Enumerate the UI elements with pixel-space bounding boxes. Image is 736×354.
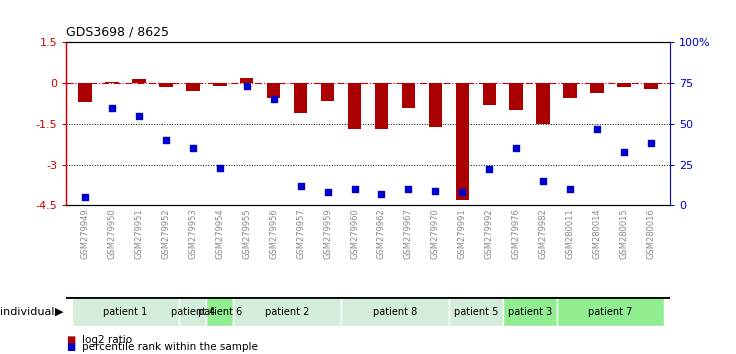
Text: log2 ratio: log2 ratio xyxy=(82,335,132,345)
Point xyxy=(268,97,280,102)
Bar xyxy=(456,83,469,200)
Bar xyxy=(402,83,415,108)
Point xyxy=(349,186,361,192)
Text: patient 3: patient 3 xyxy=(508,307,552,316)
Text: patient 4: patient 4 xyxy=(171,307,215,316)
Bar xyxy=(348,83,361,129)
Point xyxy=(510,145,522,151)
Bar xyxy=(509,83,523,110)
Bar xyxy=(537,83,550,124)
Point xyxy=(430,188,442,194)
Bar xyxy=(206,297,233,326)
Text: patient 1: patient 1 xyxy=(103,307,148,316)
Point xyxy=(375,191,387,197)
Bar xyxy=(644,83,658,88)
Point xyxy=(160,137,171,143)
Text: patient 7: patient 7 xyxy=(588,307,633,316)
Bar xyxy=(375,83,388,129)
Bar xyxy=(294,83,308,113)
Point xyxy=(241,84,252,89)
Point xyxy=(106,105,118,110)
Text: patient 6: patient 6 xyxy=(198,307,242,316)
Bar xyxy=(132,79,146,83)
Point xyxy=(214,165,226,171)
Point xyxy=(591,126,603,132)
Bar xyxy=(590,83,604,93)
Bar xyxy=(503,297,556,326)
Point xyxy=(403,186,414,192)
Bar xyxy=(267,83,280,98)
Point xyxy=(537,178,549,184)
Text: individual: individual xyxy=(0,307,54,316)
Point xyxy=(322,189,333,195)
Bar xyxy=(180,297,206,326)
Point xyxy=(133,113,145,119)
Text: ■: ■ xyxy=(66,342,76,352)
Point xyxy=(456,189,468,195)
Text: patient 5: patient 5 xyxy=(453,307,498,316)
Point xyxy=(187,145,199,151)
Bar xyxy=(159,83,173,87)
Bar xyxy=(105,82,118,83)
Point xyxy=(645,141,657,146)
Text: GDS3698 / 8625: GDS3698 / 8625 xyxy=(66,26,169,39)
Text: ■: ■ xyxy=(66,335,76,345)
Bar xyxy=(449,297,503,326)
Bar xyxy=(71,297,180,326)
Text: percentile rank within the sample: percentile rank within the sample xyxy=(82,342,258,352)
Point xyxy=(565,186,576,192)
Bar xyxy=(321,83,334,101)
Bar xyxy=(483,83,496,105)
Text: patient 2: patient 2 xyxy=(265,307,309,316)
Text: patient 8: patient 8 xyxy=(373,307,417,316)
Bar xyxy=(186,83,199,91)
Point xyxy=(618,149,630,154)
Bar xyxy=(428,83,442,127)
Bar xyxy=(213,83,227,86)
Text: ▶: ▶ xyxy=(55,307,64,316)
Point xyxy=(484,167,495,172)
Bar xyxy=(341,297,449,326)
Bar xyxy=(563,83,577,98)
Bar xyxy=(78,83,92,102)
Bar xyxy=(233,297,341,326)
Bar xyxy=(556,297,665,326)
Bar xyxy=(618,83,631,87)
Bar xyxy=(240,78,253,83)
Point xyxy=(294,183,306,189)
Point xyxy=(79,194,91,200)
